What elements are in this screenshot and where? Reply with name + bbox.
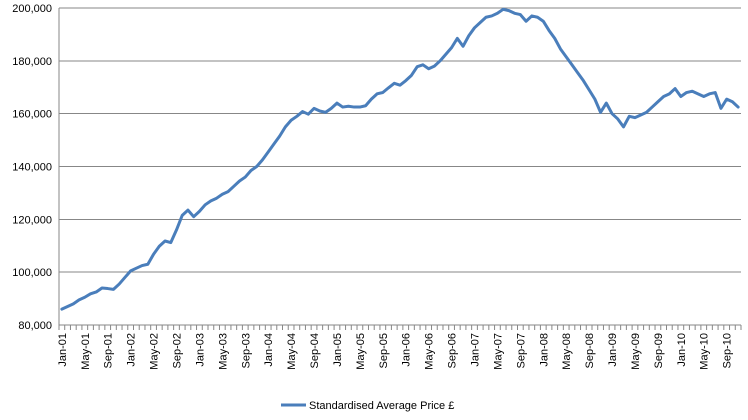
x-tick-label: Sep-08: [584, 333, 596, 368]
x-tick-label: Sep-05: [378, 333, 390, 368]
x-tick-label: Sep-09: [653, 333, 665, 368]
x-tick-label: Sep-07: [515, 333, 527, 368]
x-tick-label: May-10: [699, 333, 711, 370]
x-axis-tick-labels: Jan-01 May-01 Sep-01 Jan-02 May-02 Sep-02 Jan-…: [57, 333, 734, 370]
x-tick-label: Sep-03: [240, 333, 252, 368]
x-tick-label: May-09: [630, 333, 642, 370]
plot-area: [60, 7, 740, 311]
x-tick-label: May-06: [424, 333, 436, 370]
x-tick-label: May-01: [80, 333, 92, 370]
x-tick-label: May-08: [561, 333, 573, 370]
y-tick-label: 80,000: [18, 320, 52, 332]
y-axis-tick-labels: 80,000 100,000 120,000 140,000 160,000 180,00…: [12, 3, 52, 332]
y-tick-label: 140,000: [12, 162, 52, 174]
y-tick-label: 120,000: [12, 214, 52, 226]
x-tick-label: May-05: [355, 333, 367, 370]
x-tick-label: Jan-02: [126, 333, 138, 367]
x-tick-label: May-02: [149, 333, 161, 370]
x-tick-label: May-04: [286, 333, 298, 370]
x-tick-label: Sep-02: [171, 333, 183, 368]
x-tick-label: Jan-07: [470, 333, 482, 367]
x-tick-label: Sep-06: [447, 333, 459, 368]
y-tick-label: 160,000: [12, 109, 52, 121]
x-tick-label: Jan-04: [263, 333, 275, 367]
legend-label: Standardised Average Price £: [309, 400, 454, 412]
y-tick-label: 100,000: [12, 267, 52, 279]
x-tick-label: Jan-03: [194, 333, 206, 367]
x-tick-label: Sep-04: [309, 333, 321, 368]
x-tick-label: May-07: [492, 333, 504, 370]
x-tick-label: Jan-10: [676, 333, 688, 367]
x-tick-label: Sep-10: [722, 333, 734, 368]
x-tick-label: Jan-09: [607, 333, 619, 367]
y-tick-label: 200,000: [12, 3, 52, 15]
series-line: [60, 7, 740, 311]
x-tick-label: Jan-05: [332, 333, 344, 367]
axes: [58, 8, 742, 330]
y-tick-label: 180,000: [12, 56, 52, 68]
x-tick-label: May-03: [217, 333, 229, 370]
x-tick-label: Jan-08: [538, 333, 550, 367]
gridlines: [59, 7, 741, 326]
legend: Standardised Average Price £: [281, 400, 454, 412]
x-tick-label: Sep-01: [103, 333, 115, 368]
x-tick-label: Jan-06: [401, 333, 413, 367]
x-tick-label: Jan-01: [57, 333, 69, 367]
